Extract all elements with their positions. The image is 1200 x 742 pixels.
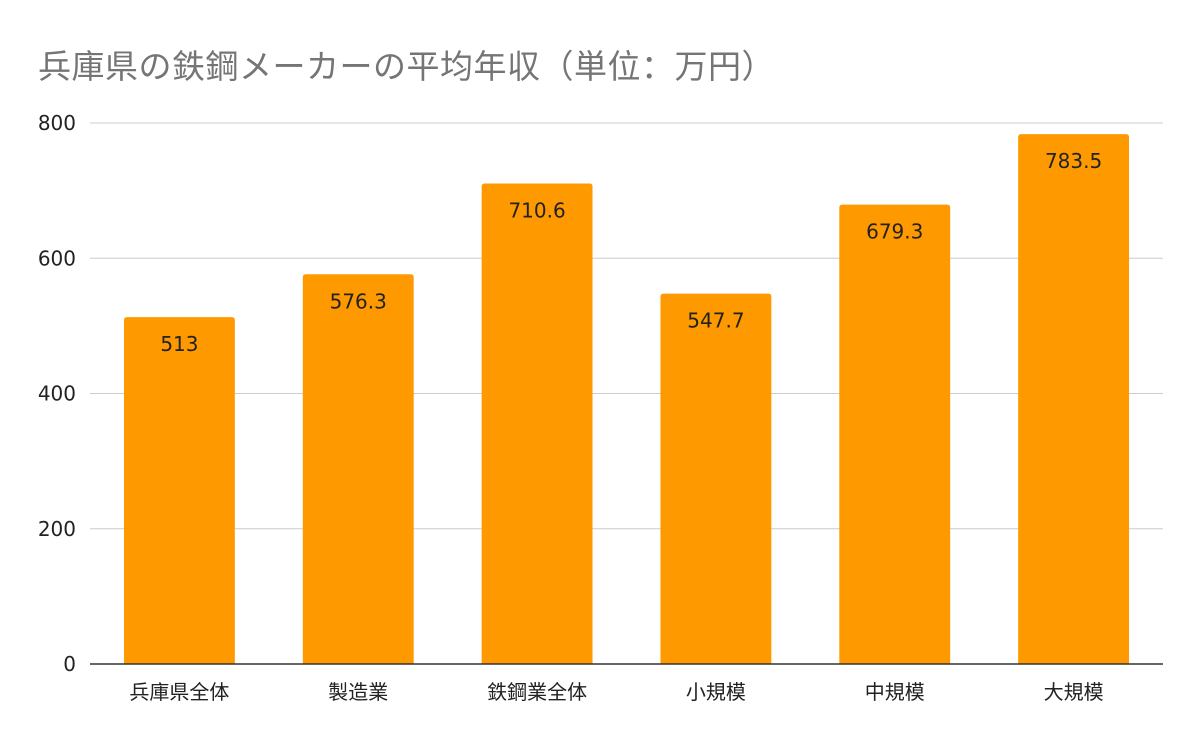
chart-title: 兵庫県の鉄鋼メーカーの平均年収（単位：万円）: [38, 47, 775, 86]
x-category-label: 製造業: [328, 680, 388, 704]
data-label: 679.3: [866, 220, 923, 244]
x-category-label: 大規模: [1044, 680, 1104, 704]
x-category-label: 中規模: [865, 680, 925, 704]
bar-0: [123, 317, 235, 664]
y-tick-label: 800: [38, 111, 76, 135]
y-tick-label: 200: [38, 517, 76, 541]
x-category-label: 小規模: [686, 680, 746, 704]
x-category-label: 鉄鋼業全体: [487, 680, 587, 704]
data-label: 576.3: [330, 289, 387, 313]
bar-5: [1018, 134, 1130, 664]
data-label: 710.6: [508, 198, 565, 222]
bar-1: [302, 274, 414, 664]
y-tick-label: 600: [38, 246, 76, 270]
data-label: 513: [160, 332, 198, 356]
y-tick-label: 400: [38, 382, 76, 406]
bar-4: [839, 204, 951, 664]
bar-2: [481, 183, 593, 664]
x-category-label: 兵庫県全体: [129, 680, 229, 704]
data-label: 783.5: [1045, 149, 1102, 173]
bar-3: [660, 293, 772, 664]
data-label: 547.7: [687, 309, 744, 333]
y-tick-label: 0: [63, 652, 76, 676]
